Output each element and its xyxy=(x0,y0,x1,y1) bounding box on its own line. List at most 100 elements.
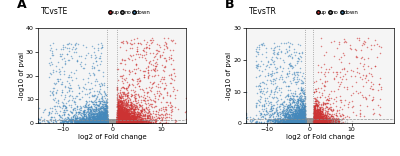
Point xyxy=(308,119,315,122)
Point xyxy=(76,119,83,121)
Point xyxy=(308,119,314,121)
Point xyxy=(100,122,106,124)
Point xyxy=(314,120,321,123)
Point xyxy=(295,114,302,117)
Point xyxy=(296,121,302,124)
Point xyxy=(294,122,300,124)
Point xyxy=(305,120,312,123)
Point xyxy=(109,120,116,122)
Point xyxy=(317,120,323,122)
Point xyxy=(139,118,145,120)
Point xyxy=(108,122,115,124)
Point xyxy=(107,121,114,124)
Point xyxy=(115,119,122,121)
Point xyxy=(106,121,112,124)
Point xyxy=(41,109,48,112)
Point xyxy=(86,106,93,108)
Point xyxy=(308,119,314,122)
Point xyxy=(142,97,148,99)
Point xyxy=(133,122,140,124)
Point xyxy=(128,121,134,123)
Point xyxy=(304,118,310,121)
Point xyxy=(87,120,94,123)
Point xyxy=(119,122,125,124)
Point xyxy=(306,119,312,122)
Point xyxy=(99,122,106,124)
Point xyxy=(308,119,314,121)
Point xyxy=(108,122,115,124)
Point xyxy=(102,122,109,124)
Point xyxy=(90,121,96,123)
Point xyxy=(117,121,123,124)
Point xyxy=(302,121,308,124)
Point xyxy=(116,120,123,123)
Point xyxy=(117,120,123,122)
Point xyxy=(318,116,324,119)
Point xyxy=(90,93,97,96)
Point xyxy=(322,114,329,117)
Point xyxy=(289,119,295,121)
Point xyxy=(292,121,298,124)
Point xyxy=(306,121,313,124)
Point xyxy=(94,121,100,124)
Point xyxy=(305,120,311,123)
Point xyxy=(134,116,140,119)
Point xyxy=(306,122,312,124)
Point xyxy=(302,122,308,124)
Point xyxy=(122,120,129,122)
Point xyxy=(294,121,300,123)
Point xyxy=(302,112,308,115)
Point xyxy=(314,122,320,124)
Point xyxy=(301,122,308,124)
Point xyxy=(130,121,136,124)
Point xyxy=(128,122,134,124)
Point xyxy=(99,121,106,123)
Point xyxy=(302,122,308,124)
Point xyxy=(321,121,328,123)
Point xyxy=(322,122,329,124)
Point xyxy=(129,122,135,124)
Point xyxy=(315,121,321,123)
Point xyxy=(338,119,344,122)
Point xyxy=(112,122,119,124)
Point xyxy=(316,120,322,123)
Point xyxy=(306,121,312,124)
Point xyxy=(128,93,134,95)
Point xyxy=(306,121,313,124)
Point xyxy=(90,121,96,123)
Point xyxy=(115,114,121,116)
Point xyxy=(304,122,310,124)
Point xyxy=(317,120,323,123)
Point xyxy=(112,122,119,124)
Point xyxy=(80,121,87,124)
Point xyxy=(108,122,114,124)
Point xyxy=(110,122,116,124)
Point xyxy=(312,111,319,114)
Point xyxy=(81,111,87,114)
Point xyxy=(117,120,123,123)
Point xyxy=(118,111,125,114)
Point xyxy=(86,122,92,124)
Point xyxy=(298,113,304,116)
Point xyxy=(313,113,320,115)
Point xyxy=(130,122,136,124)
Point xyxy=(136,118,142,120)
Point xyxy=(104,122,111,124)
Point xyxy=(297,119,303,122)
Point xyxy=(108,120,114,123)
Point xyxy=(300,118,306,121)
Point xyxy=(105,122,111,124)
Point xyxy=(308,121,314,123)
Point xyxy=(111,121,118,124)
Point xyxy=(310,120,317,122)
Point xyxy=(126,122,133,124)
Point xyxy=(95,119,101,122)
Point xyxy=(90,115,96,118)
Point xyxy=(317,121,324,124)
Point xyxy=(113,121,119,124)
Point xyxy=(114,121,120,123)
Point xyxy=(316,121,322,123)
Point xyxy=(85,122,91,124)
Point xyxy=(115,113,122,116)
Point xyxy=(116,115,122,118)
